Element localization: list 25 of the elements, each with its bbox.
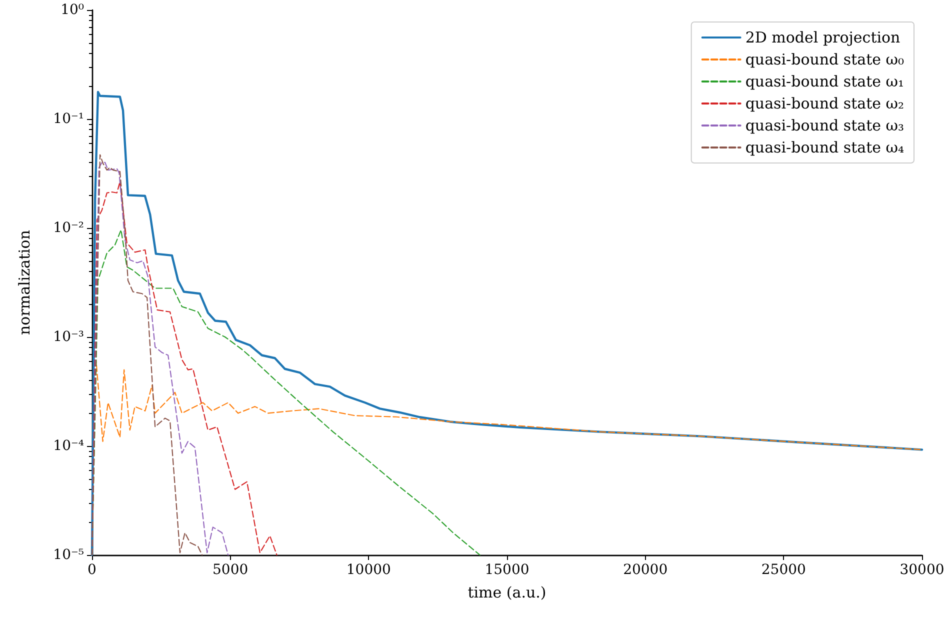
line-series [91,154,203,556]
y-tick-label: 10⁻¹ [53,111,84,127]
x-tick-label: 30000 [900,562,944,578]
legend-label: quasi-bound state ω₁ [745,72,904,90]
y-tick-label: 10⁰ [60,2,84,18]
legend-label: 2D model projection [745,28,901,46]
legend-label: quasi-bound state ω₀ [745,50,904,68]
y-axis-title: normalization [16,230,34,335]
x-tick-label: 15000 [484,562,530,578]
legend-label: quasi-bound state ω₄ [745,138,904,156]
line-series [91,162,229,556]
x-tick-label: 10000 [346,562,391,578]
x-tick-label: 20000 [623,562,668,578]
line-series [91,181,278,556]
y-tick-label: 10⁻² [53,220,84,236]
y-tick-label: 10⁻³ [53,329,84,345]
x-axis-title: time (a.u.) [468,584,546,602]
y-tick-label: 10⁻⁴ [53,438,84,454]
y-tick-label: 10⁻⁵ [53,547,84,563]
x-tick-label: 0 [88,562,96,578]
x-tick-label: 5000 [212,562,248,578]
legend-label: quasi-bound state ω₃ [745,116,904,134]
line-series [91,229,480,556]
legend-label: quasi-bound state ω₂ [745,94,904,112]
x-tick-label: 25000 [761,562,806,578]
